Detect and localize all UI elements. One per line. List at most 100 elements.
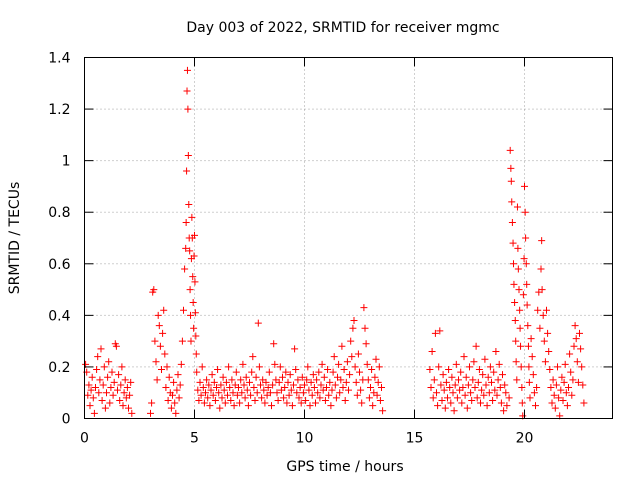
data-point xyxy=(156,342,164,350)
data-point xyxy=(219,373,227,381)
data-point xyxy=(279,373,286,381)
data-point xyxy=(566,350,574,358)
data-point xyxy=(191,231,198,239)
data-point xyxy=(469,376,477,384)
data-point xyxy=(490,368,498,376)
data-point xyxy=(86,402,94,410)
data-point xyxy=(321,396,329,404)
data-point xyxy=(232,368,240,376)
data-point xyxy=(521,182,528,190)
data-point xyxy=(368,366,376,374)
data-point xyxy=(328,386,336,394)
data-point xyxy=(513,376,521,384)
data-point xyxy=(337,376,345,384)
data-point xyxy=(348,353,356,361)
data-point xyxy=(520,255,528,263)
data-point xyxy=(299,389,307,397)
data-point xyxy=(187,337,195,345)
x-tick-labels: 0 5 10 15 20 xyxy=(80,431,533,447)
data-point xyxy=(428,347,436,355)
data-point xyxy=(450,407,458,415)
data-point xyxy=(176,381,184,389)
data-point xyxy=(243,386,251,394)
data-point xyxy=(530,389,538,397)
data-point xyxy=(483,402,491,410)
data-point xyxy=(155,322,163,330)
data-point xyxy=(220,386,228,394)
data-point xyxy=(541,358,549,366)
data-point xyxy=(180,306,187,314)
data-point xyxy=(126,391,134,399)
data-point xyxy=(378,384,385,392)
data-point xyxy=(222,378,230,386)
data-points xyxy=(82,66,588,420)
data-point xyxy=(217,381,225,389)
data-point xyxy=(446,384,454,392)
data-point xyxy=(510,260,517,268)
data-point xyxy=(448,373,456,381)
data-point xyxy=(210,378,218,386)
data-point xyxy=(459,384,467,392)
data-point xyxy=(338,342,346,350)
data-point xyxy=(240,381,248,389)
data-point xyxy=(110,378,118,386)
data-point xyxy=(501,381,509,389)
data-point xyxy=(254,319,262,327)
data-point xyxy=(174,371,182,379)
data-point xyxy=(369,402,377,410)
data-point xyxy=(261,399,269,407)
data-point xyxy=(148,399,156,407)
data-point xyxy=(125,404,132,412)
data-point xyxy=(569,376,577,384)
data-point xyxy=(275,378,283,386)
data-point xyxy=(500,407,508,415)
data-point xyxy=(512,358,520,366)
data-point xyxy=(462,373,470,381)
data-point xyxy=(508,198,516,206)
data-point xyxy=(249,353,257,361)
data-point xyxy=(260,386,268,394)
data-point xyxy=(100,363,108,371)
data-point xyxy=(276,363,284,371)
data-point xyxy=(109,391,117,399)
y-tick-label: 1 xyxy=(62,154,71,170)
data-point xyxy=(167,404,175,412)
data-point xyxy=(305,386,313,394)
data-point xyxy=(336,389,344,397)
data-point xyxy=(112,342,120,350)
data-point xyxy=(298,373,306,381)
data-point xyxy=(251,396,259,404)
data-point xyxy=(461,391,469,399)
data-point xyxy=(532,402,539,410)
data-point xyxy=(573,358,581,366)
data-point xyxy=(486,363,494,371)
data-point xyxy=(442,378,450,386)
data-point xyxy=(238,389,246,397)
data-point xyxy=(162,384,170,392)
data-point xyxy=(515,286,523,294)
plot-frame xyxy=(84,57,613,419)
data-point xyxy=(246,378,253,386)
data-point xyxy=(579,381,587,389)
data-point xyxy=(292,366,300,374)
data-point xyxy=(342,378,350,386)
data-point xyxy=(523,280,531,288)
data-point xyxy=(521,208,529,216)
data-point xyxy=(241,394,249,402)
data-point xyxy=(379,407,387,415)
data-point xyxy=(514,265,522,273)
data-point xyxy=(199,384,207,392)
data-point xyxy=(536,324,544,332)
data-point xyxy=(190,252,198,260)
data-point xyxy=(169,391,176,399)
data-point xyxy=(216,404,224,412)
data-point xyxy=(510,280,518,288)
data-point xyxy=(447,399,455,407)
data-point xyxy=(492,347,500,355)
data-point xyxy=(281,384,289,392)
data-point xyxy=(108,368,116,376)
data-point xyxy=(558,373,566,381)
data-point xyxy=(198,363,206,371)
data-point xyxy=(293,389,301,397)
